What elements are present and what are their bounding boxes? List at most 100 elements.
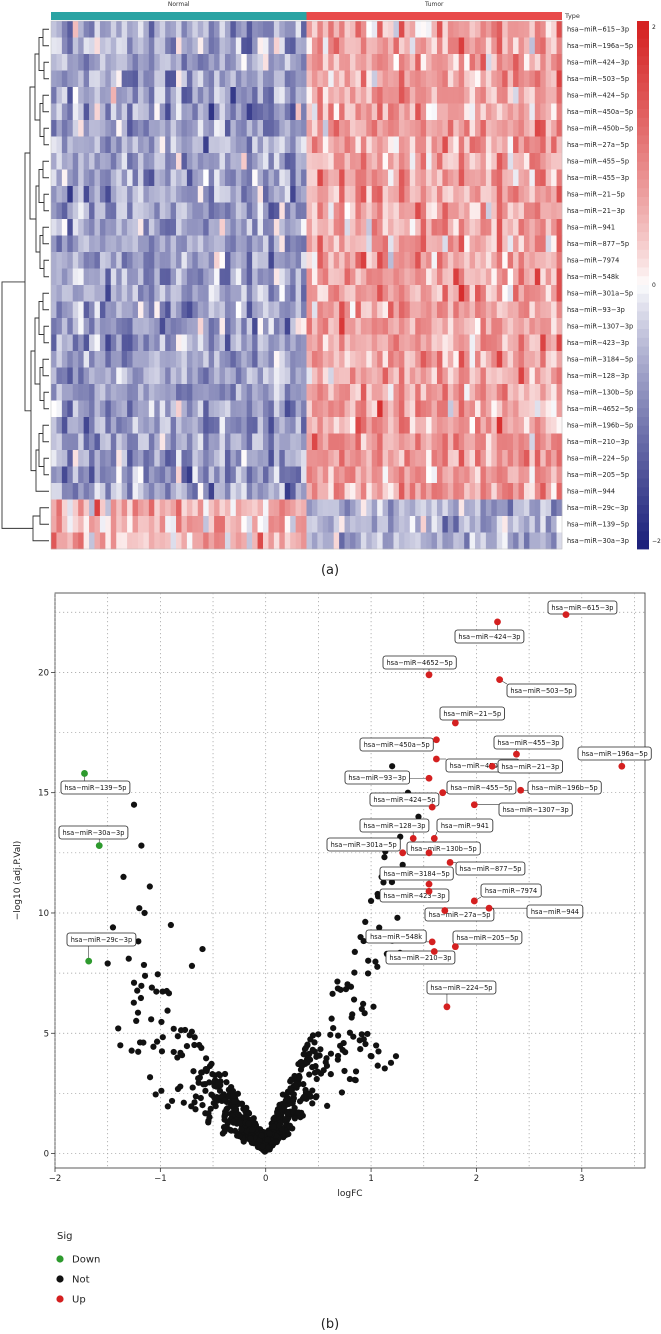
color-scale-tick: 0	[652, 282, 656, 289]
heatmap-cell	[263, 384, 269, 401]
data-point	[150, 1043, 157, 1050]
heatmap-cell	[148, 120, 155, 137]
dendrogram-branch	[43, 61, 49, 80]
heatmap-cell	[382, 285, 389, 302]
heatmap-cell	[491, 70, 498, 88]
callout-box	[406, 841, 481, 856]
heatmap-cell	[366, 169, 373, 187]
heatmap-cell	[409, 219, 416, 236]
heatmap-cell	[176, 87, 182, 104]
heatmap-cell	[420, 483, 427, 500]
heatmap-cell	[366, 37, 373, 55]
heatmap-cell	[154, 367, 161, 385]
heatmap-cell	[241, 450, 248, 467]
heatmap-cell	[51, 334, 57, 352]
heatmap-cell	[556, 285, 563, 302]
heatmap-cell	[339, 37, 345, 55]
heatmap-cell	[56, 384, 63, 401]
heatmap-cell	[78, 483, 84, 500]
heatmap-cell	[398, 334, 405, 352]
row-label: hsa−miR−877−5p	[567, 240, 629, 248]
heatmap-cell	[263, 318, 269, 335]
heatmap-cell	[116, 21, 122, 38]
heatmap-cell	[382, 153, 389, 170]
data-point	[415, 813, 422, 820]
heatmap-cell	[83, 351, 90, 368]
heatmap-cell	[317, 433, 324, 451]
heatmap-cell	[404, 285, 411, 302]
heatmap-cell	[420, 120, 427, 137]
heatmap-cell	[518, 235, 525, 253]
heatmap-cell	[426, 120, 432, 137]
heatmap-cell	[540, 186, 546, 203]
heatmap-cell	[121, 433, 128, 451]
data-point	[362, 1040, 369, 1048]
heatmap-cell	[485, 367, 492, 385]
heatmap-cell	[67, 384, 74, 401]
heatmap-cell	[447, 483, 454, 500]
heatmap-cell	[241, 21, 248, 38]
heatmap-cell	[415, 136, 421, 154]
callout-label: hsa−miR−21−5p	[443, 710, 501, 718]
heatmap-cell	[94, 120, 101, 137]
heatmap-cell	[197, 384, 204, 401]
heatmap-cell	[404, 252, 411, 269]
heatmap-cell	[257, 318, 264, 335]
heatmap-cell	[496, 70, 503, 88]
heatmap-cell	[279, 367, 286, 385]
heatmap-cell	[170, 252, 177, 269]
heatmap-cell	[475, 400, 481, 418]
heatmap-cell	[290, 516, 296, 533]
heatmap-cell	[491, 334, 498, 352]
heatmap-cell	[203, 450, 209, 467]
heatmap-cell	[186, 219, 193, 236]
heatmap-cell	[371, 202, 378, 220]
heatmap-cell	[366, 219, 373, 236]
heatmap-cell	[322, 186, 329, 203]
heatmap-cell	[230, 450, 237, 467]
heatmap-cell	[203, 433, 209, 451]
heatmap-cell	[349, 532, 356, 550]
heatmap-cell	[453, 120, 460, 137]
heatmap-cell	[442, 169, 449, 187]
heatmap-cell	[127, 219, 133, 236]
heatmap-cell	[67, 202, 74, 220]
heatmap-cell	[453, 400, 460, 418]
heatmap-cell	[246, 285, 253, 302]
heatmap-cell	[197, 186, 204, 203]
heatmap-cell	[355, 334, 362, 352]
heatmap-cell	[116, 301, 122, 319]
heatmap-cell	[529, 483, 536, 500]
data-point	[309, 1100, 316, 1107]
heatmap-cell	[137, 268, 144, 286]
heatmap-cell	[83, 499, 90, 517]
heatmap-cell	[230, 417, 237, 434]
heatmap-cell	[540, 37, 546, 55]
heatmap-cell	[393, 483, 400, 500]
heatmap-cell	[61, 235, 68, 253]
heatmap-cell	[469, 450, 476, 467]
heatmap-cell	[426, 37, 432, 55]
heatmap-cell	[306, 433, 313, 451]
heatmap-cell	[51, 54, 57, 71]
heatmap-cell	[382, 37, 389, 55]
heatmap-cell	[143, 54, 150, 71]
heatmap-cell	[284, 37, 291, 55]
heatmap-cell	[322, 367, 329, 385]
heatmap-cell	[371, 87, 378, 104]
heatmap-cell	[301, 532, 307, 550]
heatmap-cell	[116, 169, 122, 187]
heatmap-cell	[507, 301, 514, 319]
heatmap-cell	[263, 400, 269, 418]
heatmap-cell	[436, 202, 443, 220]
heatmap-cell	[241, 136, 248, 154]
heatmap-cell	[447, 301, 454, 319]
data-point	[200, 1081, 207, 1088]
data-point	[360, 1036, 367, 1043]
heatmap-cell	[208, 252, 215, 269]
heatmap-cell	[214, 466, 220, 484]
significant-points	[81, 611, 626, 1011]
heatmap-cell	[78, 153, 84, 170]
heatmap-cell	[393, 367, 400, 385]
heatmap-cell	[290, 499, 296, 517]
